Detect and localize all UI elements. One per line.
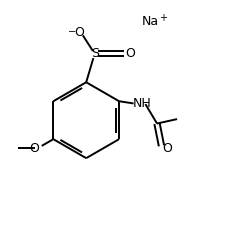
Text: O: O	[161, 142, 171, 155]
Text: O: O	[29, 142, 38, 155]
Text: Na: Na	[141, 15, 158, 28]
Text: +: +	[158, 12, 166, 22]
Text: NH: NH	[132, 97, 151, 110]
Text: S: S	[91, 47, 99, 60]
Text: O: O	[124, 47, 134, 60]
Text: −: −	[68, 27, 76, 37]
Text: O: O	[74, 26, 84, 39]
